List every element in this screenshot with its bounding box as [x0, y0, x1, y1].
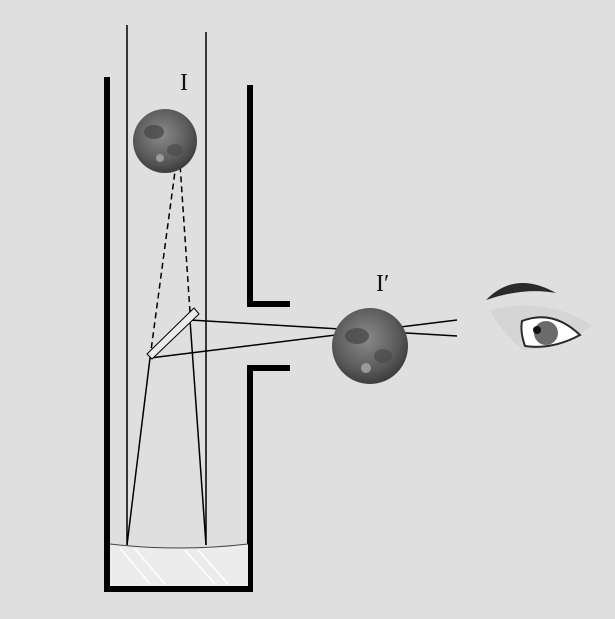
- concave-mirror: [109, 543, 249, 586]
- incoming-rays: [126, 25, 207, 545]
- flat-mirror: [146, 307, 200, 360]
- reflected-rays: [126, 319, 458, 546]
- eye-icon: [486, 283, 592, 350]
- virtual-rays: [149, 133, 191, 359]
- object-label: I: [180, 70, 188, 96]
- telescope-tube: [104, 77, 290, 592]
- image-label: I′: [376, 271, 389, 297]
- image-moon-icon: [332, 308, 408, 384]
- moon-icon: [133, 109, 197, 173]
